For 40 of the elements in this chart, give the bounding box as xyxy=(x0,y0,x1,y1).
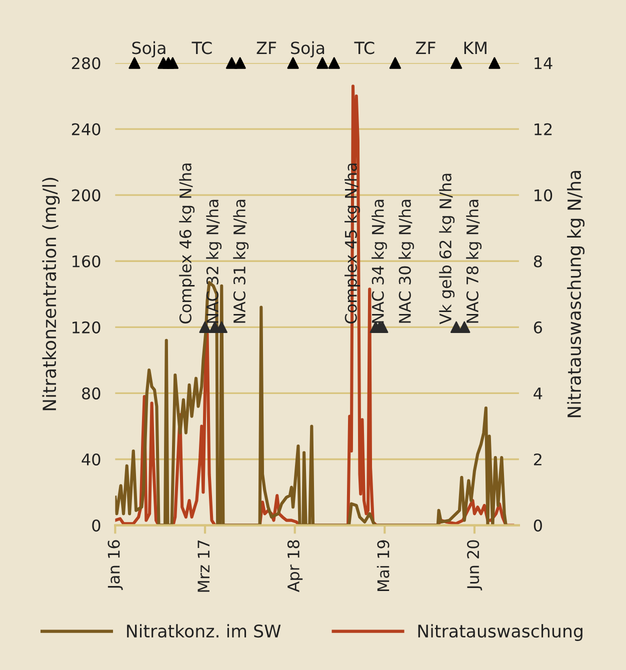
x-tick-label: Jan 16 xyxy=(108,540,123,590)
annotation: KM xyxy=(464,42,486,54)
annotation: NAC 34 kg N/ha xyxy=(372,200,388,323)
x-tick-label: Mai 19 xyxy=(376,540,390,592)
y2-tick-label: 8 xyxy=(534,255,542,268)
y2-tick-label: 0 xyxy=(534,519,542,532)
annotation: Soja xyxy=(291,41,324,58)
y2-tick-label: 2 xyxy=(534,453,542,466)
y2-tick-label: 12 xyxy=(534,123,552,136)
y2-tick-label: 6 xyxy=(534,321,542,334)
y-tick-label: 40 xyxy=(82,453,100,466)
annotation: NAC 31 kg N/ha xyxy=(233,200,249,323)
annotation: Vk gelb 62 kg N/ha xyxy=(439,174,455,324)
y-tick-label: 0 xyxy=(92,519,100,532)
y2-tick-label: 10 xyxy=(534,189,552,202)
x-tick-label: Apr 18 xyxy=(287,540,303,592)
y-tick-label: 160 xyxy=(72,255,100,268)
y2-axis-title: Nitratauswaschung kg N/ha xyxy=(567,171,585,418)
x-tick-label: Jun 20 xyxy=(467,540,482,590)
y-tick-label: 200 xyxy=(72,189,100,202)
annotation: Complex 46 kg N/ha xyxy=(179,164,195,324)
y-tick-label: 80 xyxy=(82,387,100,400)
annotation: NAC 78 kg N/ha xyxy=(466,200,482,323)
legend-label: Nitratkonz. im SW xyxy=(127,624,281,638)
y-axis-title: Nitratkonzentration (mg/l) xyxy=(42,178,60,410)
legend-label: Nitratauswaschung xyxy=(418,624,582,641)
annotation: NAC 30 kg N/ha xyxy=(398,200,414,323)
x-tick-label: Mrz 17 xyxy=(198,540,210,592)
annotation: Complex 45 kg N/ha xyxy=(344,164,360,324)
annotation: NAC 32 kg N/ha xyxy=(206,200,222,323)
annotation: TC xyxy=(192,42,212,54)
y-tick-label: 120 xyxy=(72,321,100,334)
y2-tick-label: 14 xyxy=(534,57,552,70)
y-tick-label: 240 xyxy=(72,123,100,136)
annotation: Soja xyxy=(132,41,166,58)
annotation: ZF xyxy=(416,42,436,54)
y2-tick-label: 4 xyxy=(534,388,542,400)
y-tick-label: 280 xyxy=(72,57,100,70)
annotation: ZF xyxy=(256,42,276,54)
annotation: TC xyxy=(354,42,374,54)
